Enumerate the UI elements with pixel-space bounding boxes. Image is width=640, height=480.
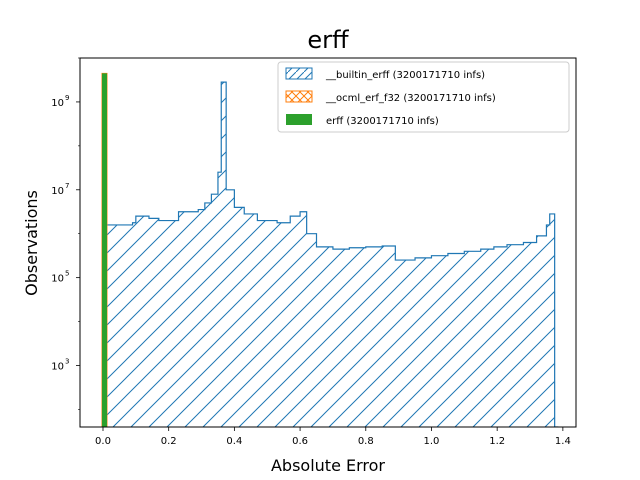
legend-label-ocml-erf-f32: __ocml_erf_f32 (3200171710 infs) bbox=[325, 93, 496, 104]
legend-swatch-builtin-erff bbox=[285, 67, 313, 80]
y-tick-label: 10 bbox=[51, 274, 64, 285]
legend-swatch-erff bbox=[286, 114, 312, 125]
y-tick-label-exponent: 7 bbox=[65, 182, 69, 190]
y-tick-label-exponent: 3 bbox=[65, 358, 69, 366]
y-tick-label: 10 bbox=[51, 362, 64, 373]
y-tick-label-exponent: 9 bbox=[65, 94, 69, 102]
x-tick-label: 0.4 bbox=[226, 436, 242, 447]
chart-title: erff bbox=[307, 26, 349, 54]
x-tick-label: 0.8 bbox=[358, 436, 374, 447]
legend-label-erff: erff (3200171710 infs) bbox=[326, 116, 439, 127]
histogram-erff bbox=[101, 73, 107, 427]
y-tick-label: 10 bbox=[51, 186, 64, 197]
x-tick-label: 0.6 bbox=[292, 436, 308, 447]
plot-frame bbox=[79, 57, 577, 428]
y-tick-label-exponent: 5 bbox=[65, 270, 69, 278]
legend: __builtin_erff (3200171710 infs) __ocml_… bbox=[277, 61, 570, 133]
legend-label-builtin-erff: __builtin_erff (3200171710 infs) bbox=[325, 70, 485, 81]
y-axis-title: Observations bbox=[22, 190, 41, 296]
histogram-builtin-erff bbox=[105, 81, 559, 427]
y-tick-label: 10 bbox=[51, 98, 64, 109]
legend-box bbox=[277, 61, 570, 133]
plot-area bbox=[101, 72, 559, 427]
legend-swatch-ocml-erf-f32 bbox=[285, 90, 313, 103]
x-tick-label: 0.2 bbox=[161, 436, 177, 447]
x-tick-label: 0.0 bbox=[95, 436, 111, 447]
x-tick-label: 1.2 bbox=[489, 436, 505, 447]
x-axis: 0.0 0.2 0.4 0.6 0.8 1.0 1.2 1.4 bbox=[95, 427, 571, 447]
x-tick-label: 1.0 bbox=[424, 436, 440, 447]
x-tick-label: 1.4 bbox=[555, 436, 571, 447]
x-axis-title: Absolute Error bbox=[271, 456, 385, 475]
